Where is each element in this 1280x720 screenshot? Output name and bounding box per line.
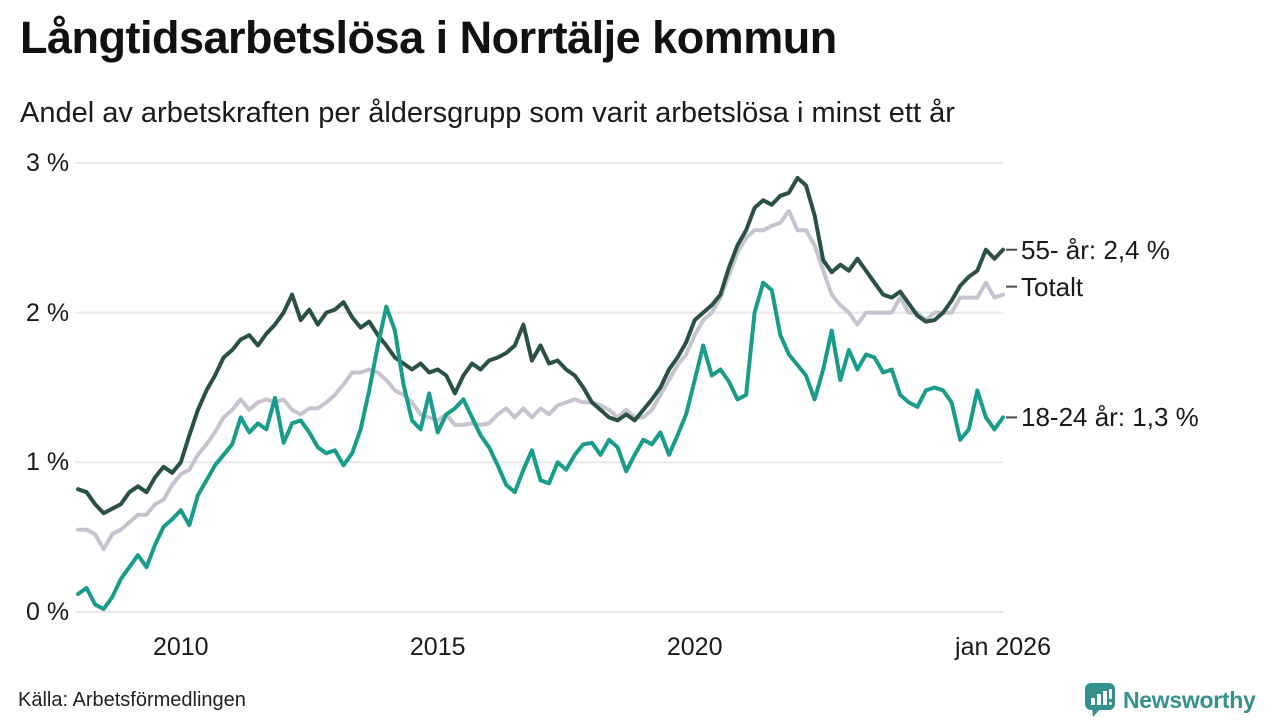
legend-label-2: 18-24 år: 1,3 % [1021, 402, 1199, 433]
series-line-55- år [76, 175, 1005, 516]
y-tick-3: 0 % [26, 598, 70, 626]
page-subtitle: Andel av arbetskraften per åldersgrupp s… [20, 97, 955, 129]
series-line-Totalt [76, 208, 1005, 552]
legend-label-1: Totalt [1021, 271, 1084, 302]
newsworthy-logo-icon [1085, 683, 1115, 717]
newsworthy-logo: Newsworthy [1084, 682, 1256, 718]
y-tick-2: 1 % [26, 448, 70, 477]
x-tick-0: 2010 [152, 633, 209, 661]
newsworthy-wordmark: Newsworthy [1123, 686, 1256, 713]
y-tick-1: 2 % [26, 298, 70, 327]
page-title: Långtidsarbetslösa i Norrtälje kommun [20, 12, 837, 63]
y-tick-0: 3 % [26, 148, 70, 177]
x-tick-2: 2020 [666, 633, 723, 661]
series-line-18-24 år [76, 280, 1005, 611]
legend-label-0: 55- år: 2,4 % [1021, 234, 1170, 265]
x-tick-1: 2015 [409, 633, 466, 661]
x-tick-3: jan 2026 [955, 633, 1051, 661]
source-text: Källa: Arbetsförmedlingen [18, 689, 246, 711]
